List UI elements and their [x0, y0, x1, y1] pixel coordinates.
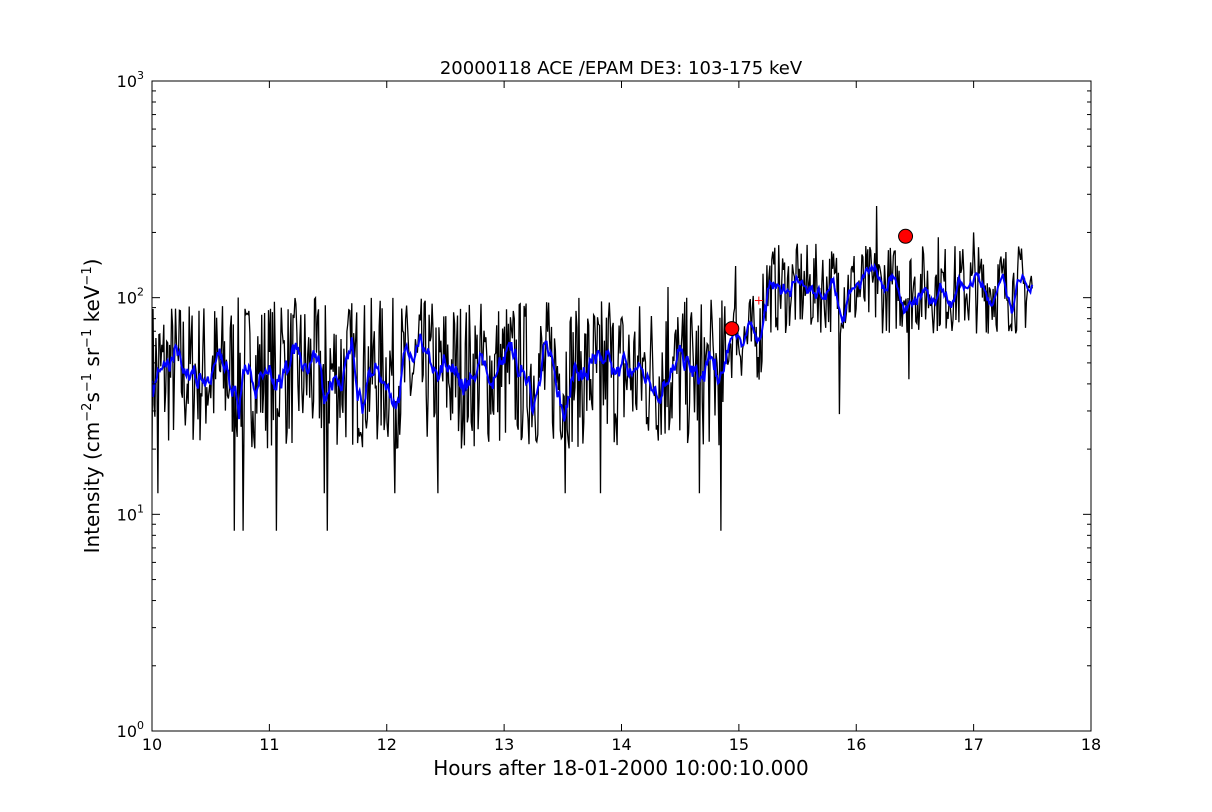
x-tick-label: 12 [377, 735, 397, 754]
y-tick-label: 103 [117, 69, 144, 91]
x-tick-label: 17 [963, 735, 983, 754]
event-marker-1 [724, 321, 740, 337]
y-axis-title: Intensity (cm−2s−1 sr−1 keV−1) [80, 259, 104, 554]
y-axis-title-exp4: −1 [80, 266, 95, 285]
y-axis-title-mid1: s [80, 392, 104, 402]
y-axis-title-prefix: Intensity (cm [80, 422, 104, 554]
y-tick-label: 101 [117, 502, 144, 524]
x-tick-label: 18 [1081, 735, 1101, 754]
x-tick-label: 15 [729, 735, 749, 754]
series-smoothed-intensity-line [152, 262, 1034, 422]
y-axis-title-suffix: ) [80, 259, 104, 267]
x-tick-label: 13 [494, 735, 514, 754]
x-tick-label: 11 [259, 735, 279, 754]
minor-marker-1 [754, 296, 763, 305]
y-axis-title-exp1: −2 [80, 403, 95, 422]
y-tick-label: 102 [117, 286, 144, 308]
x-tick-label: 16 [846, 735, 866, 754]
y-tick-label: 100 [117, 719, 144, 741]
chart-title: 20000118 ACE /EPAM DE3: 103-175 keV [440, 58, 803, 79]
y-axis-title-mid3: keV [80, 285, 104, 329]
y-axis-title-mid2: sr [80, 347, 104, 373]
y-axis-title-exp2: −1 [80, 373, 95, 392]
x-tick-label: 10 [142, 735, 162, 754]
y-axis-title-exp3: −1 [80, 329, 95, 348]
x-axis-title: Hours after 18-01-2000 10:00:10.000 [433, 756, 809, 780]
x-tick-label: 14 [611, 735, 631, 754]
event-marker-2 [898, 228, 914, 244]
